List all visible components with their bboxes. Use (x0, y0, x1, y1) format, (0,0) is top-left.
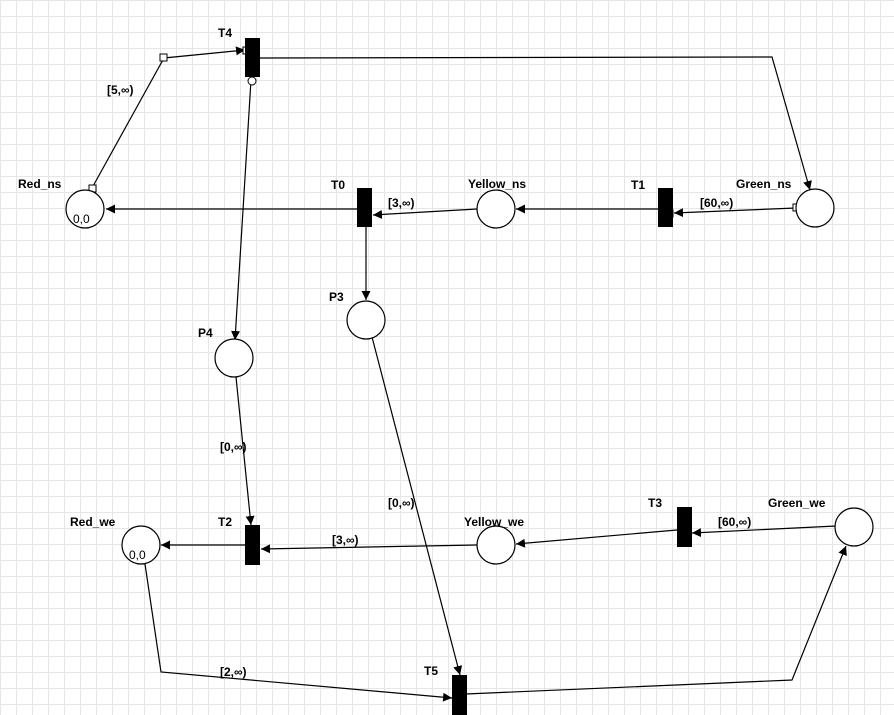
label-t4: T4 (218, 26, 232, 40)
label-t3: T3 (648, 496, 662, 510)
bend-point-handle[interactable] (159, 53, 168, 62)
token-labels: 0,0 0,0 (73, 212, 146, 562)
transition-t5[interactable] (452, 675, 467, 715)
arc-t4-to-p4[interactable] (231, 79, 252, 341)
label-t5: T5 (424, 664, 438, 678)
interval-red_we-t5: [2,∞) (220, 665, 247, 679)
transition-labels: T4 T0 T1 T2 T3 T5 (218, 26, 662, 678)
arc-interval-labels: [5,∞) [3,∞) [60,∞) [0,∞) [3,∞) [60,∞) [0… (107, 83, 751, 679)
label-yellow_ns: Yellow_ns (468, 177, 526, 191)
arc-t5-to-green_we[interactable] (465, 545, 847, 695)
arc-yellow_ns-to-t0[interactable] (372, 208, 478, 219)
transition-t4[interactable] (245, 38, 260, 77)
interval-green_we-t3: [60,∞) (718, 515, 751, 529)
label-red_ns: Red_ns (18, 177, 62, 191)
label-green_ns: Green_ns (736, 177, 792, 191)
arc-green_ns-to-t1[interactable] (673, 207, 797, 218)
label-t0: T0 (331, 178, 345, 192)
place-yellow_we[interactable] (476, 525, 516, 565)
interval-yellow_ns-t0: [3,∞) (388, 196, 415, 210)
arc-t4-to-green_ns[interactable] (259, 56, 812, 191)
transitions (245, 38, 692, 715)
arc-p3-to-t5[interactable] (371, 336, 463, 676)
tokens-red_ns: 0,0 (73, 212, 90, 226)
place-p4[interactable] (214, 338, 254, 378)
interval-red_ns-t4: [5,∞) (107, 83, 134, 97)
place-red_we[interactable] (121, 525, 161, 565)
arc-red_ns-to-t4[interactable] (91, 46, 246, 189)
inhibitor-port-handle[interactable] (247, 76, 257, 86)
label-yellow_we: Yellow_we (464, 515, 524, 529)
label-p3: P3 (329, 290, 344, 304)
place-red_ns[interactable] (65, 189, 105, 229)
label-green_we: Green_we (768, 496, 826, 510)
place-p3[interactable] (346, 300, 386, 340)
arc-yellow_we-to-t2[interactable] (260, 544, 478, 554)
interval-yellow_we-t2: [3,∞) (332, 533, 359, 547)
arcs (88, 46, 847, 702)
transition-t1[interactable] (658, 188, 673, 227)
transition-t2[interactable] (245, 525, 260, 565)
arc-red_we-to-t5[interactable] (144, 563, 453, 702)
transition-t0[interactable] (357, 188, 372, 227)
label-p4: P4 (198, 326, 213, 340)
places (65, 188, 874, 565)
arc-t3-to-yellow_we[interactable] (515, 529, 678, 548)
interval-green_ns-t1: [60,∞) (700, 196, 733, 210)
arc-green_we-to-t3[interactable] (691, 525, 837, 538)
place-green_we[interactable] (834, 507, 874, 547)
place-labels: Red_ns Yellow_ns Green_ns P3 P4 Red_we Y… (18, 177, 826, 529)
label-t1: T1 (631, 178, 645, 192)
label-t2: T2 (218, 515, 232, 529)
transition-t3[interactable] (677, 507, 692, 547)
label-red_we: Red_we (70, 515, 116, 529)
tokens-red_we: 0,0 (129, 548, 146, 562)
place-green_ns[interactable] (795, 188, 835, 228)
arc-p4-to-t2[interactable] (235, 376, 255, 526)
interval-p4-t2: [0,∞) (220, 440, 247, 454)
place-yellow_ns[interactable] (476, 189, 516, 229)
interval-p3-t5: [0,∞) (388, 496, 415, 510)
